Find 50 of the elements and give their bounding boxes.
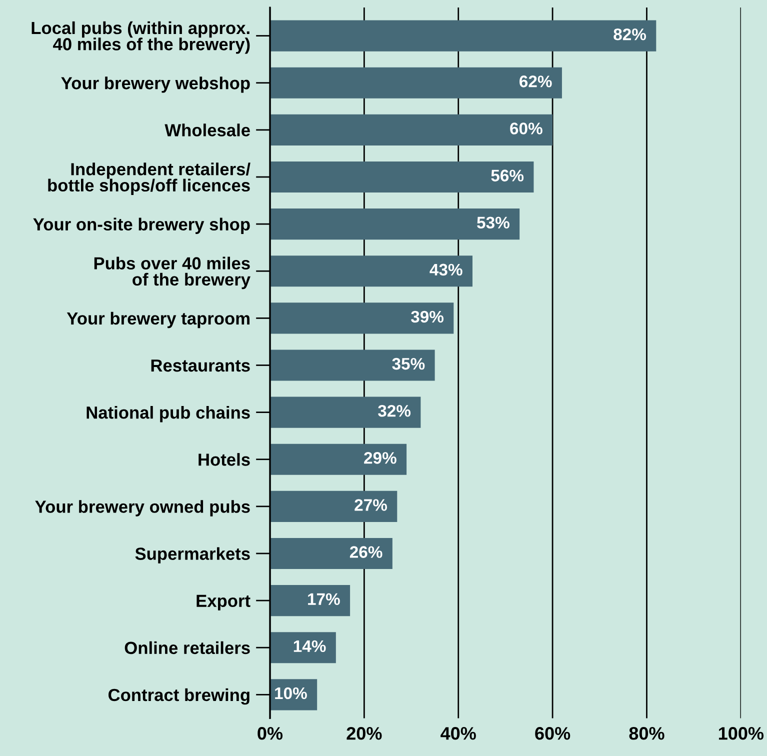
data-label: 10%: [275, 687, 307, 700]
bar: [270, 396, 421, 428]
data-label: 29%: [364, 452, 396, 464]
y-tick-label: Restaurants: [151, 360, 250, 372]
data-label: 32%: [378, 404, 411, 417]
x-tick-label: 40%: [440, 727, 476, 740]
data-label: 14%: [294, 640, 326, 652]
data-label: 60%: [510, 122, 542, 134]
y-tick-label: Your brewery webshop: [61, 76, 250, 93]
bar: [270, 632, 336, 664]
y-tick-label: Wholesale: [164, 124, 250, 136]
y-tick-label: Your on-site brewery shop: [33, 218, 250, 234]
data-label: 56%: [491, 170, 524, 182]
bar: [270, 161, 534, 193]
y-tick-label: National pub chains: [86, 406, 250, 422]
x-tick-label: 0%: [258, 727, 283, 740]
y-tick-label: Pubs over 40 miles of the brewery: [94, 256, 250, 290]
bar: [270, 67, 562, 98]
bar: [270, 538, 392, 570]
y-tick-label: Contract brewing: [108, 688, 250, 705]
bar: [270, 114, 553, 146]
y-tick-label: Independent retailers/ bottle shops/off licences: [48, 162, 250, 195]
data-label: 53%: [477, 216, 510, 229]
bar: [270, 444, 407, 475]
bar: [270, 585, 350, 616]
y-tick-label: Your brewery owned pubs: [35, 500, 250, 516]
bar: [270, 490, 398, 522]
data-label: 43%: [430, 264, 462, 276]
x-tick-label: 60%: [535, 727, 570, 740]
bar: [270, 256, 472, 287]
bar: [270, 302, 454, 334]
x-tick-label: 100%: [718, 727, 764, 740]
data-label: 35%: [392, 358, 425, 370]
data-label: 17%: [308, 593, 340, 605]
y-tick-label: Local pubs (within approx. 40 miles of the brewery): [32, 21, 250, 54]
data-label: 82%: [614, 28, 646, 40]
data-label: 27%: [354, 499, 387, 511]
y-tick-label: Supermarkets: [135, 547, 250, 564]
y-tick-label: Hotels: [198, 453, 250, 466]
data-label: 26%: [350, 546, 382, 558]
data-label: 39%: [410, 310, 444, 323]
y-tick-label: Your brewery taproom: [66, 312, 250, 328]
bar: [270, 208, 520, 240]
y-tick-label: Export: [196, 594, 250, 610]
y-tick-label: Online retailers: [124, 641, 250, 654]
x-tick-label: 20%: [346, 727, 382, 740]
bar: [270, 350, 435, 381]
data-label: 62%: [520, 76, 552, 88]
bar: [270, 20, 656, 52]
x-tick-label: 80%: [629, 727, 664, 740]
